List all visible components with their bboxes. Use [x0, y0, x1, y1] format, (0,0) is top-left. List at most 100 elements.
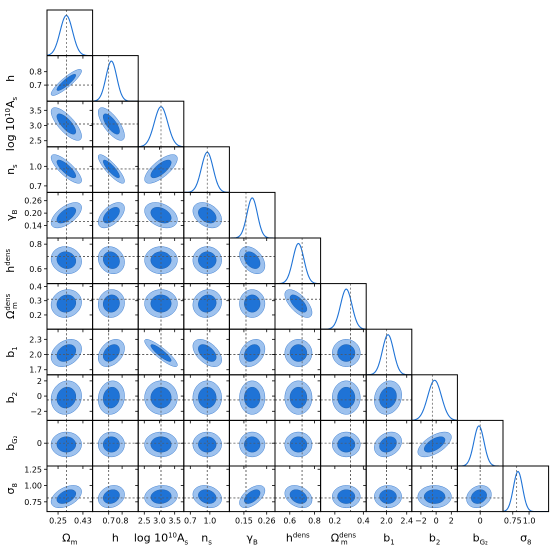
panel-9-5	[272, 419, 322, 469]
marginal-10	[503, 470, 549, 512]
contour-68	[198, 344, 217, 362]
panel-1-1	[92, 55, 139, 105]
contour-68	[244, 251, 261, 269]
panel-6-6	[320, 283, 367, 333]
contour-68	[289, 436, 308, 453]
panel-9-1	[89, 419, 139, 469]
panel-8-5	[272, 374, 322, 424]
y-tick-label: 0.8	[29, 68, 42, 77]
panel-frame	[274, 237, 322, 285]
y-axis-10: 0.75 1.00 1.25 σ8	[4, 465, 42, 507]
panel-3-1	[89, 146, 139, 196]
contour-68	[56, 489, 77, 504]
y-axis-9: 0 bG₂	[4, 435, 42, 450]
panel-7-2	[135, 328, 185, 378]
x-tick-label: 2.5	[138, 517, 151, 526]
panel-10-2	[135, 465, 185, 515]
y-axis-label: h	[4, 75, 17, 82]
contour-68	[337, 386, 356, 409]
contour-68	[244, 294, 261, 313]
contour-68	[289, 294, 308, 313]
marginal-0	[47, 14, 93, 56]
panel-7-4	[226, 328, 276, 378]
contour-68	[56, 207, 77, 224]
panel-1-0	[44, 55, 94, 105]
x-axis-label: hdens	[286, 532, 310, 545]
x-axis-label: log 1010As	[134, 532, 189, 547]
x-axis-2: 2.5 3.0 3.5 log 1010As	[134, 517, 189, 547]
x-axis-label: Ωdens m	[331, 532, 357, 547]
x-tick-label: 0.26	[258, 517, 276, 526]
contour-68	[198, 386, 217, 409]
contour-68	[289, 386, 308, 409]
x-tick-label: −2	[415, 517, 427, 526]
y-tick-label: 0.8	[29, 240, 42, 249]
panel-7-6	[317, 328, 367, 378]
x-tick-label: 2	[449, 517, 454, 526]
y-tick-label: 1.7	[29, 366, 42, 375]
x-tick-label: 0.4	[357, 517, 370, 526]
contour-68	[198, 489, 217, 504]
y-axis-6: 0.2 0.3 0.4 Ωdensm	[4, 282, 42, 320]
x-axis-0: 0.25 0.43 Ωm	[49, 517, 92, 547]
panel-10-5	[272, 465, 322, 515]
y-tick-label: 0.75	[24, 498, 42, 507]
contour-68	[244, 489, 261, 504]
x-axis-1: 0.7 0.8 h	[102, 517, 128, 545]
marginal-8	[411, 379, 458, 421]
x-axis-7: 2.0 2.4 b1	[380, 517, 413, 547]
y-tick-label: −2	[30, 407, 42, 416]
contour-68	[244, 386, 261, 409]
panel-10-9	[454, 465, 504, 515]
contour-68	[244, 436, 261, 453]
panel-7-3	[180, 328, 230, 378]
y-axis-label: hdens	[4, 249, 17, 273]
panel-6-2	[135, 283, 185, 333]
contour-68	[150, 344, 172, 362]
x-tick-label: 1.0	[523, 517, 536, 526]
panel-7-7	[365, 328, 413, 378]
contour-68	[102, 436, 120, 453]
x-tick-label: 0.6	[283, 517, 296, 526]
x-tick-label: 0.25	[49, 517, 67, 526]
x-tick-label: 0.43	[74, 517, 92, 526]
panel-9-8	[408, 419, 458, 469]
panel-3-3	[183, 146, 230, 196]
marginal-3	[183, 151, 230, 193]
panel-9-4	[226, 419, 276, 469]
x-axis-label: Ωm	[62, 532, 77, 547]
y-axis-label: bG₂	[4, 435, 19, 450]
panel-5-5	[274, 237, 322, 287]
y-tick-label: 2.0	[29, 351, 42, 360]
contour-68	[102, 207, 120, 224]
panel-7-1	[89, 328, 139, 378]
x-tick-label: 0.15	[235, 517, 253, 526]
y-tick-label: 0.6	[29, 265, 42, 274]
marginal-4	[229, 197, 275, 238]
panel-3-2	[135, 146, 185, 196]
panel-8-1	[89, 374, 139, 424]
contour-68	[423, 436, 446, 453]
y-tick-label: 1.25	[24, 465, 42, 474]
contour-68	[102, 344, 120, 362]
y-tick-label: 0	[37, 392, 42, 401]
y-axis-1: 0.7 0.8 h	[4, 68, 42, 90]
contour-68	[56, 386, 77, 409]
x-axis-8: −2 0 2 b2	[415, 517, 454, 547]
contour-68	[150, 207, 172, 224]
x-tick-label: 1.0	[203, 517, 216, 526]
marginal-1	[92, 60, 139, 102]
contour-68	[198, 294, 217, 313]
x-tick-label: 3.0	[153, 517, 166, 526]
contour-68	[56, 74, 77, 91]
panel-frame	[320, 283, 367, 330]
x-axis-9: 0 bG₂	[473, 517, 488, 547]
panel-8-7	[363, 374, 413, 424]
panel-2-0	[44, 100, 94, 150]
contour-68	[56, 159, 77, 179]
x-axis-5: 0.6 0.8 hdens	[283, 517, 320, 545]
y-axis-5: 0.6 0.8 hdens	[4, 240, 42, 274]
panel-10-7	[363, 465, 413, 515]
